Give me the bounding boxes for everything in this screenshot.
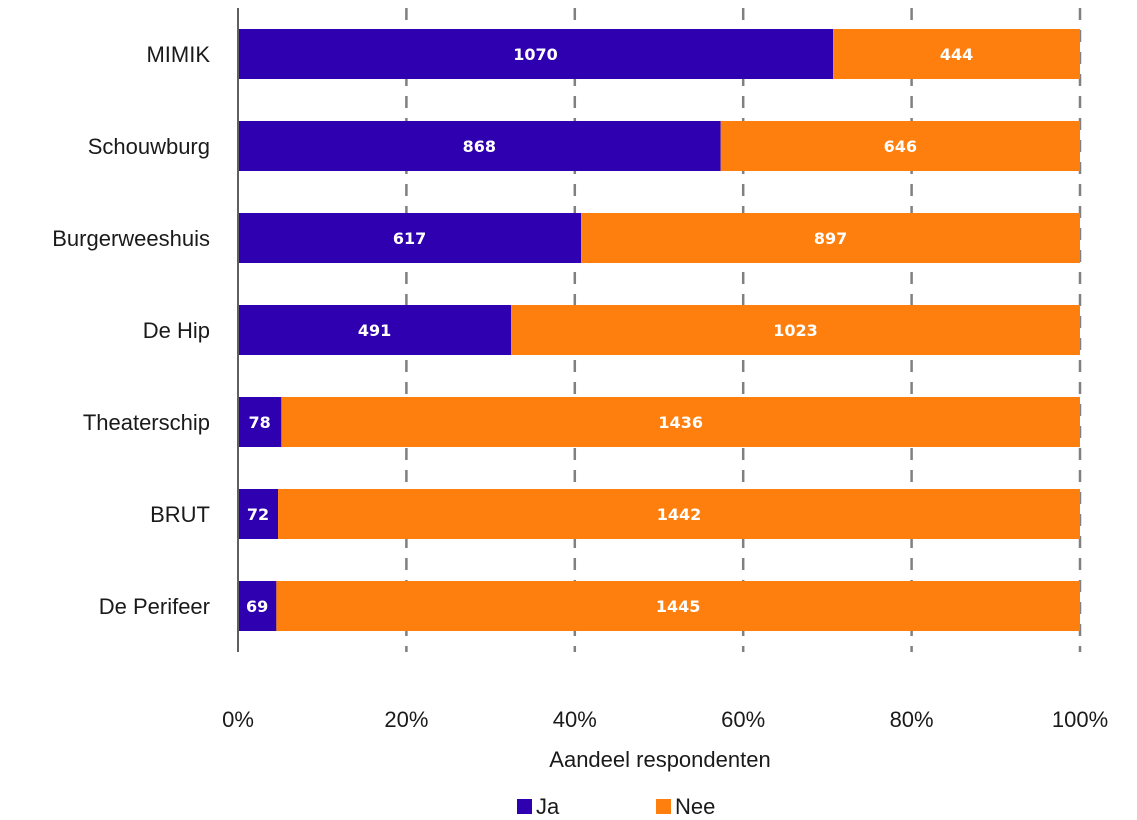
bar-segment-nee xyxy=(278,489,1081,539)
category-label: BRUT xyxy=(150,502,210,527)
x-tick-labels: 0% 20% 40% 60% 80% 100% xyxy=(222,707,1108,732)
legend-label-nee: Nee xyxy=(675,794,715,819)
bar-segment-nee xyxy=(581,213,1080,263)
category-label: De Perifeer xyxy=(99,594,210,619)
x-tick-label: 80% xyxy=(890,707,934,732)
bar-segment-nee xyxy=(281,397,1080,447)
bar-segment-nee xyxy=(720,121,1080,171)
category-label: Schouwburg xyxy=(88,134,210,159)
legend: Ja Nee xyxy=(517,794,715,819)
bar-segment-nee xyxy=(833,29,1080,79)
bar-segment-ja xyxy=(238,213,582,263)
legend-label-ja: Ja xyxy=(536,794,560,819)
data-label: 1070 xyxy=(513,45,558,64)
data-label: 646 xyxy=(884,137,917,156)
bar-segment-ja xyxy=(238,305,512,355)
x-tick-label: 0% xyxy=(222,707,254,732)
bar-segment-ja xyxy=(238,29,834,79)
x-tick-label: 60% xyxy=(721,707,765,732)
bar-segment-nee xyxy=(276,581,1080,631)
bar-segment-ja xyxy=(238,581,277,631)
gridlines xyxy=(405,8,1082,652)
category-label: Burgerweeshuis xyxy=(52,226,210,251)
bar-segment-ja xyxy=(238,397,282,447)
data-label: 1442 xyxy=(657,505,702,524)
data-label: 1436 xyxy=(658,413,703,432)
bar-segment-ja xyxy=(238,121,721,171)
bar-segment-ja xyxy=(238,489,279,539)
data-label: 1023 xyxy=(773,321,818,340)
category-label: MIMIK xyxy=(146,42,210,67)
data-label: 72 xyxy=(247,505,269,524)
category-label: De Hip xyxy=(143,318,210,343)
data-label: 491 xyxy=(358,321,391,340)
legend-swatch-nee xyxy=(656,799,671,814)
bar-segment-nee xyxy=(511,305,1080,355)
data-label: 69 xyxy=(246,597,268,616)
data-label: 1445 xyxy=(656,597,701,616)
data-label: 897 xyxy=(814,229,847,248)
data-label: 444 xyxy=(940,45,973,64)
legend-swatch-ja xyxy=(517,799,532,814)
x-axis-title: Aandeel respondenten xyxy=(549,747,770,772)
data-label: 617 xyxy=(393,229,426,248)
data-label: 78 xyxy=(249,413,271,432)
bars: 1070 444 868 646 617 897 491 1023 78 1436 72 1442 69… xyxy=(238,29,1081,631)
x-tick-label: 40% xyxy=(553,707,597,732)
data-label: 868 xyxy=(463,137,496,156)
category-label: Theaterschip xyxy=(83,410,210,435)
x-tick-label: 100% xyxy=(1052,707,1108,732)
x-tick-label: 20% xyxy=(384,707,428,732)
category-labels: MIMIK Schouwburg Burgerweeshuis De Hip Theat… xyxy=(52,42,210,619)
